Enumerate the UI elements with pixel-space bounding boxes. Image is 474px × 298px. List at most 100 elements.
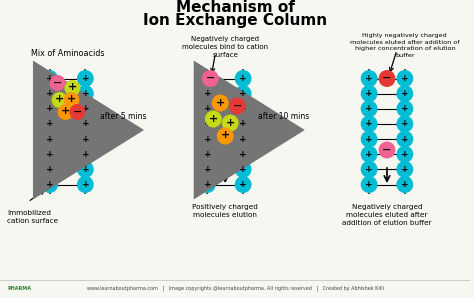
Text: +: +: [401, 180, 409, 189]
Circle shape: [50, 75, 65, 91]
Text: +: +: [203, 135, 211, 144]
Text: PHARMA: PHARMA: [8, 285, 32, 291]
Text: +: +: [203, 89, 211, 98]
Circle shape: [396, 146, 413, 163]
Circle shape: [199, 146, 216, 163]
Circle shape: [361, 115, 378, 132]
Circle shape: [77, 70, 94, 87]
Text: +: +: [401, 150, 409, 159]
Circle shape: [235, 85, 252, 102]
Circle shape: [396, 161, 413, 178]
Text: +: +: [239, 180, 247, 189]
Text: +: +: [216, 97, 225, 108]
Circle shape: [235, 146, 252, 163]
Text: after 10 mins: after 10 mins: [258, 112, 310, 121]
Circle shape: [199, 100, 216, 117]
Text: +: +: [239, 165, 247, 174]
Text: +: +: [82, 135, 89, 144]
Text: Immobilized
cation surface: Immobilized cation surface: [7, 210, 58, 224]
Text: +: +: [209, 114, 218, 123]
Text: +: +: [203, 165, 211, 174]
Circle shape: [199, 85, 216, 102]
Circle shape: [202, 70, 219, 87]
Text: +: +: [401, 119, 409, 128]
Text: +: +: [401, 104, 409, 113]
Text: +: +: [203, 180, 211, 189]
Text: +: +: [46, 165, 54, 174]
Circle shape: [41, 115, 58, 132]
Circle shape: [199, 176, 216, 193]
Text: +: +: [239, 135, 247, 144]
Text: +: +: [239, 150, 247, 159]
Circle shape: [396, 131, 413, 148]
Circle shape: [379, 142, 395, 159]
Text: −: −: [383, 145, 392, 154]
Text: +: +: [365, 165, 373, 174]
Text: +: +: [239, 104, 247, 113]
Text: −: −: [232, 100, 242, 111]
Text: −: −: [53, 77, 62, 88]
Circle shape: [70, 104, 85, 120]
Text: +: +: [67, 94, 76, 105]
Text: +: +: [365, 135, 373, 144]
Circle shape: [235, 70, 252, 87]
Text: +: +: [82, 180, 89, 189]
Text: +: +: [401, 165, 409, 174]
Circle shape: [235, 115, 252, 132]
Text: +: +: [365, 74, 373, 83]
Text: −: −: [383, 73, 392, 83]
Circle shape: [361, 146, 378, 163]
Circle shape: [41, 100, 58, 117]
Text: +: +: [401, 135, 409, 144]
Text: Highly negatively charged
molecules eluted after addition of
higher concentratio: Highly negatively charged molecules elut…: [350, 33, 460, 58]
Circle shape: [199, 70, 216, 87]
Circle shape: [396, 85, 413, 102]
Circle shape: [396, 176, 413, 193]
Text: +: +: [82, 165, 89, 174]
Circle shape: [212, 94, 229, 111]
Text: +: +: [239, 119, 247, 128]
Text: +: +: [68, 83, 77, 92]
Text: +: +: [203, 119, 211, 128]
Text: −: −: [206, 73, 215, 83]
Circle shape: [41, 146, 58, 163]
Text: +: +: [82, 89, 89, 98]
Text: +: +: [82, 150, 89, 159]
Text: +: +: [365, 150, 373, 159]
Circle shape: [77, 131, 94, 148]
Circle shape: [205, 111, 222, 128]
Circle shape: [199, 131, 216, 148]
Circle shape: [229, 97, 246, 114]
Text: Negatively charged
molecules eluted after
addition of elution buffer: Negatively charged molecules eluted afte…: [342, 204, 432, 226]
Text: +: +: [61, 106, 70, 117]
Text: www.learnaboutpharma.com   |   Image copyrights @learnaboutpharma. All rights re: www.learnaboutpharma.com | Image copyrig…: [87, 285, 383, 291]
Circle shape: [235, 131, 252, 148]
Circle shape: [217, 128, 234, 145]
Circle shape: [77, 146, 94, 163]
Circle shape: [361, 131, 378, 148]
Circle shape: [222, 114, 238, 131]
Text: +: +: [46, 89, 54, 98]
Circle shape: [41, 176, 58, 193]
Text: +: +: [365, 119, 373, 128]
Text: +: +: [46, 104, 54, 113]
Circle shape: [396, 115, 413, 132]
Text: +: +: [82, 119, 89, 128]
Circle shape: [77, 100, 94, 117]
Circle shape: [41, 161, 58, 178]
Text: +: +: [82, 74, 89, 83]
Text: −: −: [73, 106, 82, 117]
Text: +: +: [46, 74, 54, 83]
Circle shape: [77, 161, 94, 178]
Text: +: +: [82, 104, 89, 113]
Text: +: +: [203, 74, 211, 83]
Circle shape: [41, 131, 58, 148]
Text: +: +: [401, 74, 409, 83]
Text: Mobile phase
Flow Direction: Mobile phase Flow Direction: [75, 132, 120, 144]
Text: +: +: [46, 150, 54, 159]
Circle shape: [57, 104, 73, 120]
Circle shape: [77, 85, 94, 102]
Circle shape: [361, 70, 378, 87]
Circle shape: [235, 176, 252, 193]
Circle shape: [41, 70, 58, 87]
